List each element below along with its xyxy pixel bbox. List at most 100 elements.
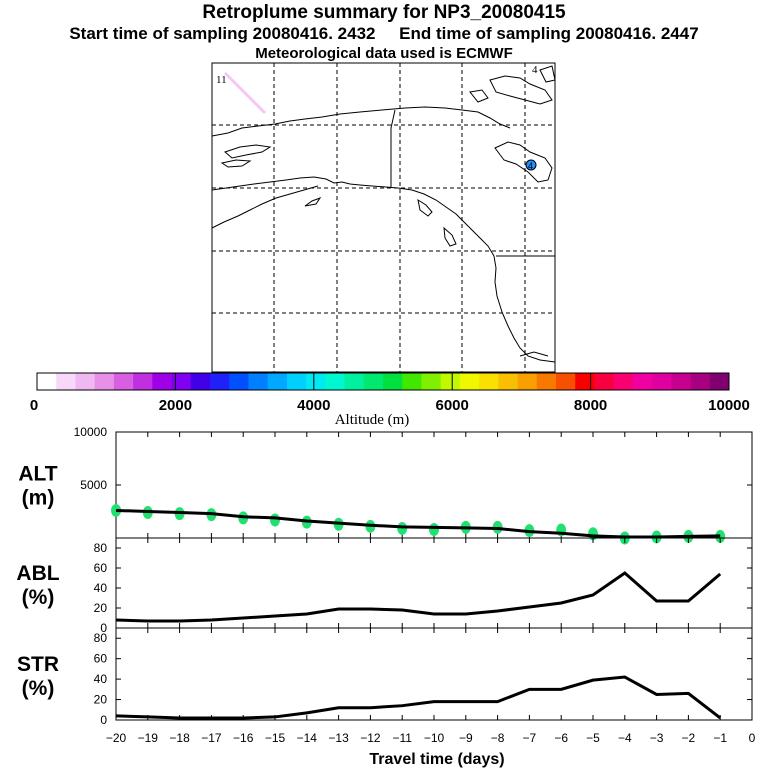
y-tick-label: 40 — [94, 672, 108, 686]
abl-line — [115, 571, 722, 623]
chart-title: Retroplume summary for NP3_20080415 — [202, 2, 566, 23]
x-tick-label: −3 — [650, 731, 664, 745]
x-axis-title: Travel time (days) — [369, 751, 504, 768]
x-tick-label: −16 — [233, 731, 254, 745]
x-tick-label: −1 — [713, 731, 727, 745]
colorbar-swatch — [421, 373, 442, 390]
x-tick-label: −18 — [169, 731, 190, 745]
y-tick-label: 20 — [94, 601, 108, 615]
colorbar-swatch — [56, 373, 76, 390]
colorbar-frame — [36, 372, 730, 391]
x-tick-label: −11 — [392, 731, 412, 745]
colorbar-swatch — [37, 373, 57, 390]
y-tick-label: 5000 — [80, 478, 107, 492]
colorbar-swatch — [594, 373, 615, 390]
colorbar-tick-label: 10000 — [708, 397, 750, 414]
source-marker — [525, 159, 537, 171]
colorbar-tick-label: 2000 — [159, 397, 192, 414]
x-tick-label: −6 — [554, 731, 568, 745]
colorbar-tick-label: 4000 — [297, 397, 330, 414]
corner-label-right: 4 — [532, 64, 538, 76]
colorbar-swatch — [671, 373, 692, 390]
coastlines — [211, 65, 556, 363]
x-tick-label: −4 — [618, 731, 632, 745]
colorbar-swatch — [306, 373, 326, 390]
y-tick-label: 0 — [100, 621, 107, 635]
x-tick-label: −7 — [523, 731, 537, 745]
y-tick-label: 80 — [94, 631, 108, 645]
colorbar-swatch — [171, 373, 192, 390]
colorbar-swatch — [286, 373, 307, 390]
colorbar-swatch — [575, 373, 595, 390]
colorbar-swatch — [94, 373, 115, 390]
y-tick-label: 20 — [94, 693, 108, 707]
panel-abl: 0 20 40 60 80 ABL(%) — [16, 537, 753, 635]
colorbar-swatch — [210, 373, 230, 390]
source-marker-label: 4 — [528, 161, 533, 171]
time-series-panels: 500010000ALT(m)020406080ABL(%)020406080S… — [16, 425, 755, 745]
colorbar-ticks: 0 2000 4000 6000 8000 10000 — [30, 373, 750, 414]
alt-median-line — [115, 508, 721, 539]
panel-str: 0 20 40 60 80 STR(%) — [17, 627, 753, 727]
sampling-times: Start time of sampling 20080416. 2432 En… — [0, 24, 768, 44]
x-tick-label: −2 — [682, 731, 696, 745]
colorbar-swatch — [75, 373, 96, 390]
str-line — [115, 675, 722, 720]
alt-point — [429, 523, 439, 537]
x-tick-label: −5 — [586, 731, 600, 745]
colorbar-swatch — [344, 373, 365, 390]
colorbar-label: Altitude (m) — [335, 412, 410, 428]
alt-point — [397, 521, 408, 535]
corner-label-left: 11 — [216, 74, 227, 86]
y-tick-label: 40 — [94, 581, 108, 595]
start-time: Start time of sampling 20080416. 2432 — [69, 24, 376, 43]
y-tick-label: 0 — [100, 713, 107, 727]
y-axis-unit: (%) — [22, 586, 55, 609]
colorbar-tick-label: 0 — [30, 397, 38, 414]
y-axis-unit: (m) — [22, 486, 55, 509]
colorbar-swatch — [325, 373, 346, 390]
x-tick-label: −17 — [201, 731, 222, 745]
x-tick-label: −15 — [265, 731, 286, 745]
colorbar-swatch — [190, 373, 211, 390]
x-tick-label: −19 — [138, 731, 159, 745]
panel-frame — [115, 627, 753, 721]
colorbar-swatch — [248, 373, 269, 390]
map-panel: 4 11 4 — [211, 62, 556, 373]
colorbar-swatch — [402, 373, 422, 390]
panel-alt: 5000 10000 ALT(m) — [18, 425, 753, 545]
y-axis-unit: (%) — [22, 677, 55, 700]
x-tick-label: −10 — [424, 731, 445, 745]
y-axis-label: ALT — [18, 462, 57, 485]
x-tick-label: −12 — [360, 731, 381, 745]
panel-frame — [115, 431, 753, 539]
y-axis-label: ABL — [16, 562, 59, 585]
map-frame — [211, 62, 556, 373]
colorbar-swatch — [363, 373, 384, 390]
x-tick-label: −20 — [106, 731, 127, 745]
colorbar-swatch — [440, 373, 461, 390]
altitude-colorbar — [36, 372, 730, 391]
colorbar-swatch — [613, 373, 634, 390]
colorbar-swatch — [133, 373, 153, 390]
colorbar-swatch — [113, 373, 134, 390]
x-tick-label: −8 — [491, 731, 505, 745]
y-tick-label: 60 — [94, 652, 108, 666]
colorbar-swatch — [536, 373, 557, 390]
plume-trace — [223, 71, 267, 115]
x-tick-label: −9 — [459, 731, 473, 745]
y-tick-label: 10000 — [74, 425, 108, 439]
colorbar-swatch — [459, 373, 480, 390]
colorbar-swatch — [517, 373, 538, 390]
x-tick-label: 0 — [749, 731, 756, 745]
colorbar-swatch — [267, 373, 288, 390]
colorbar-swatch — [709, 373, 730, 390]
y-tick-label: 60 — [94, 561, 108, 575]
colorbar-swatch — [383, 373, 403, 390]
colorbar-swatch — [152, 373, 173, 390]
colorbar-swatch — [632, 373, 653, 390]
colorbar-tick-label: 8000 — [574, 397, 607, 414]
y-tick-label: 80 — [94, 541, 108, 555]
end-time: End time of sampling 20080416. 2447 — [399, 24, 699, 43]
